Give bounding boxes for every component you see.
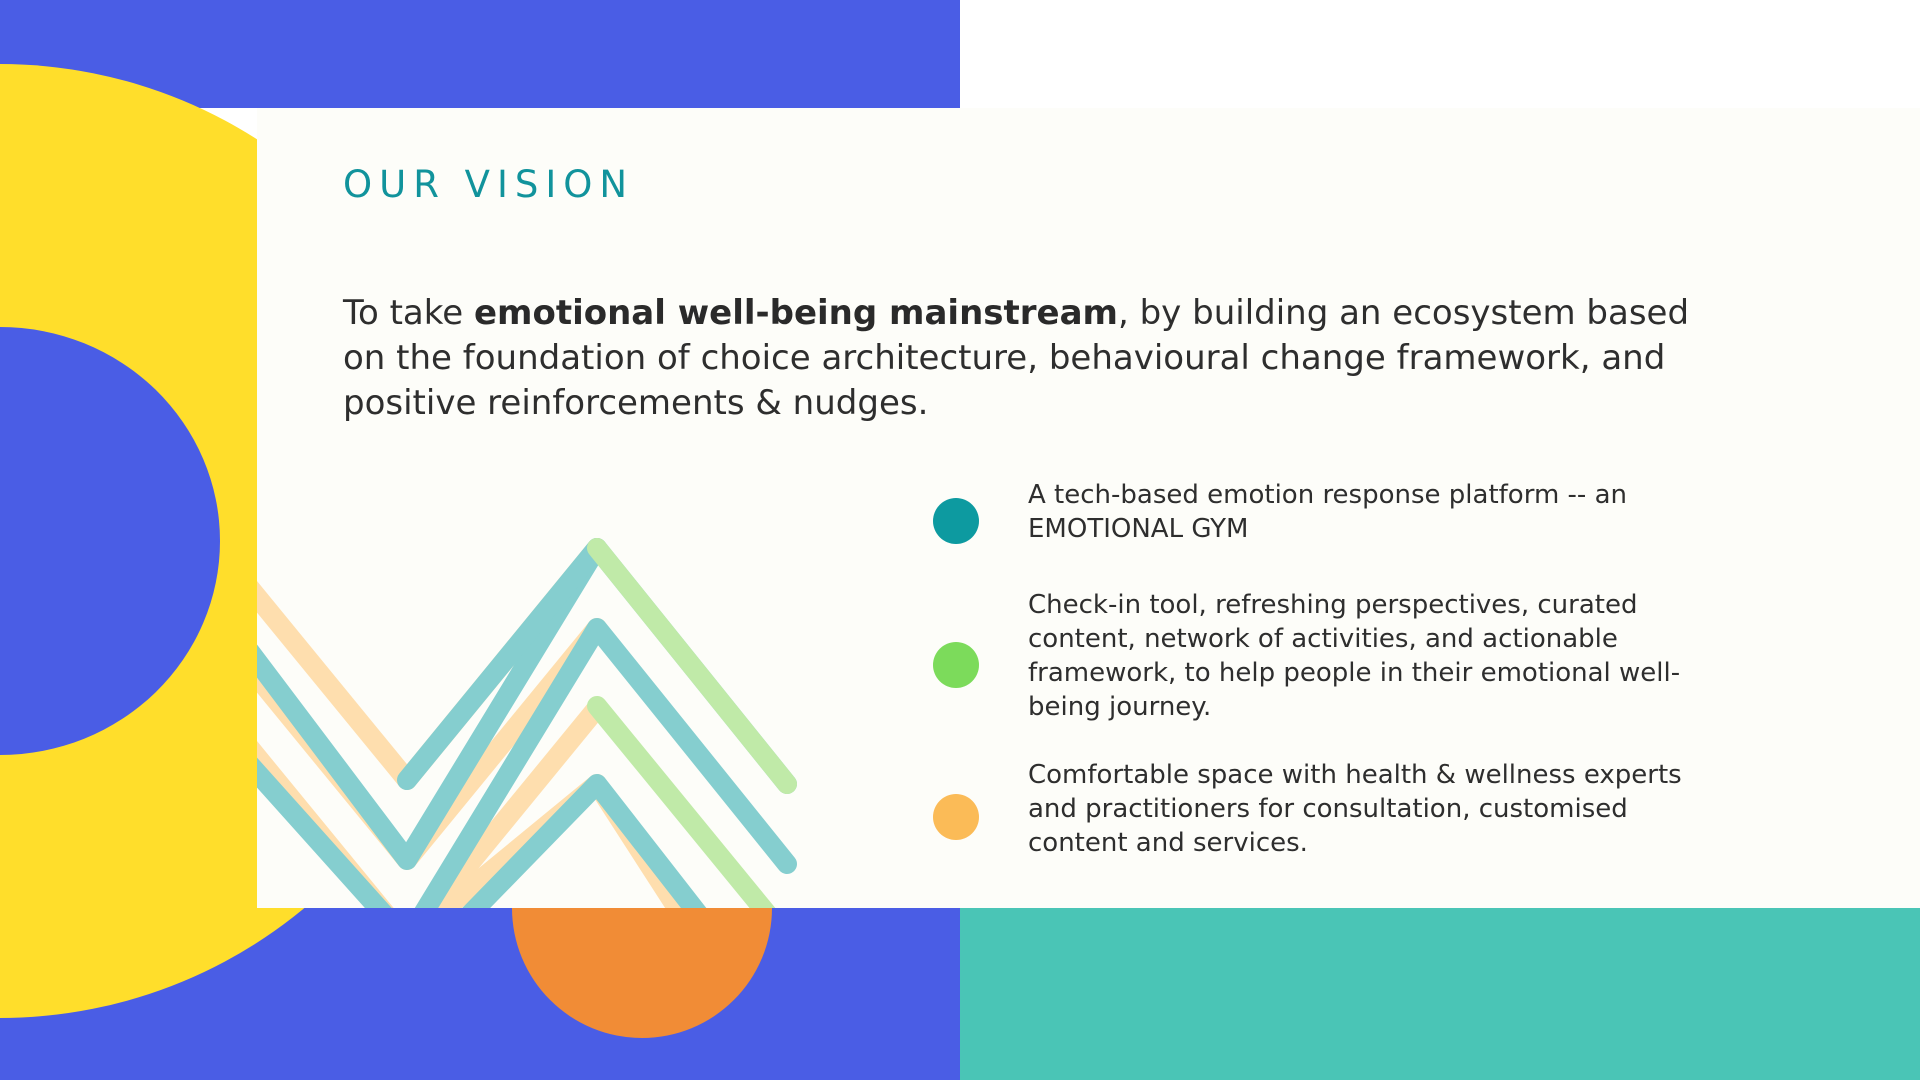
point-text: Comfortable space with health & wellness… (1028, 760, 1682, 858)
content-card: OUR VISION To take emotional well-being … (257, 108, 1920, 908)
teal-block (960, 908, 1920, 1080)
teal-bullet-icon (933, 498, 979, 544)
zigzag-decoration (257, 538, 797, 908)
vision-text-before: To take (343, 293, 474, 333)
zigzag-teal-2 (257, 618, 797, 908)
point-text: A tech-based emotion response platform -… (1028, 480, 1627, 544)
zigzag-teal-3 (397, 538, 607, 790)
orange-bullet-icon (933, 794, 979, 840)
zigzag-green-2 (587, 696, 776, 908)
blue-half-circle (0, 327, 220, 755)
vision-text-after: , by building an ecosystem based on the … (343, 293, 1690, 423)
vision-statement: To take emotional well-being mainstream,… (343, 291, 1733, 426)
page-title: OUR VISION (343, 163, 635, 206)
vision-emphasis: emotional well-being mainstream (473, 293, 1118, 333)
zigzag-green-1 (587, 538, 797, 794)
green-bullet-icon (933, 642, 979, 688)
zigzag-teal-4 (462, 774, 707, 908)
blue-block-top (0, 0, 960, 108)
point-text: Check-in tool, refreshing perspectives, … (1028, 590, 1681, 722)
